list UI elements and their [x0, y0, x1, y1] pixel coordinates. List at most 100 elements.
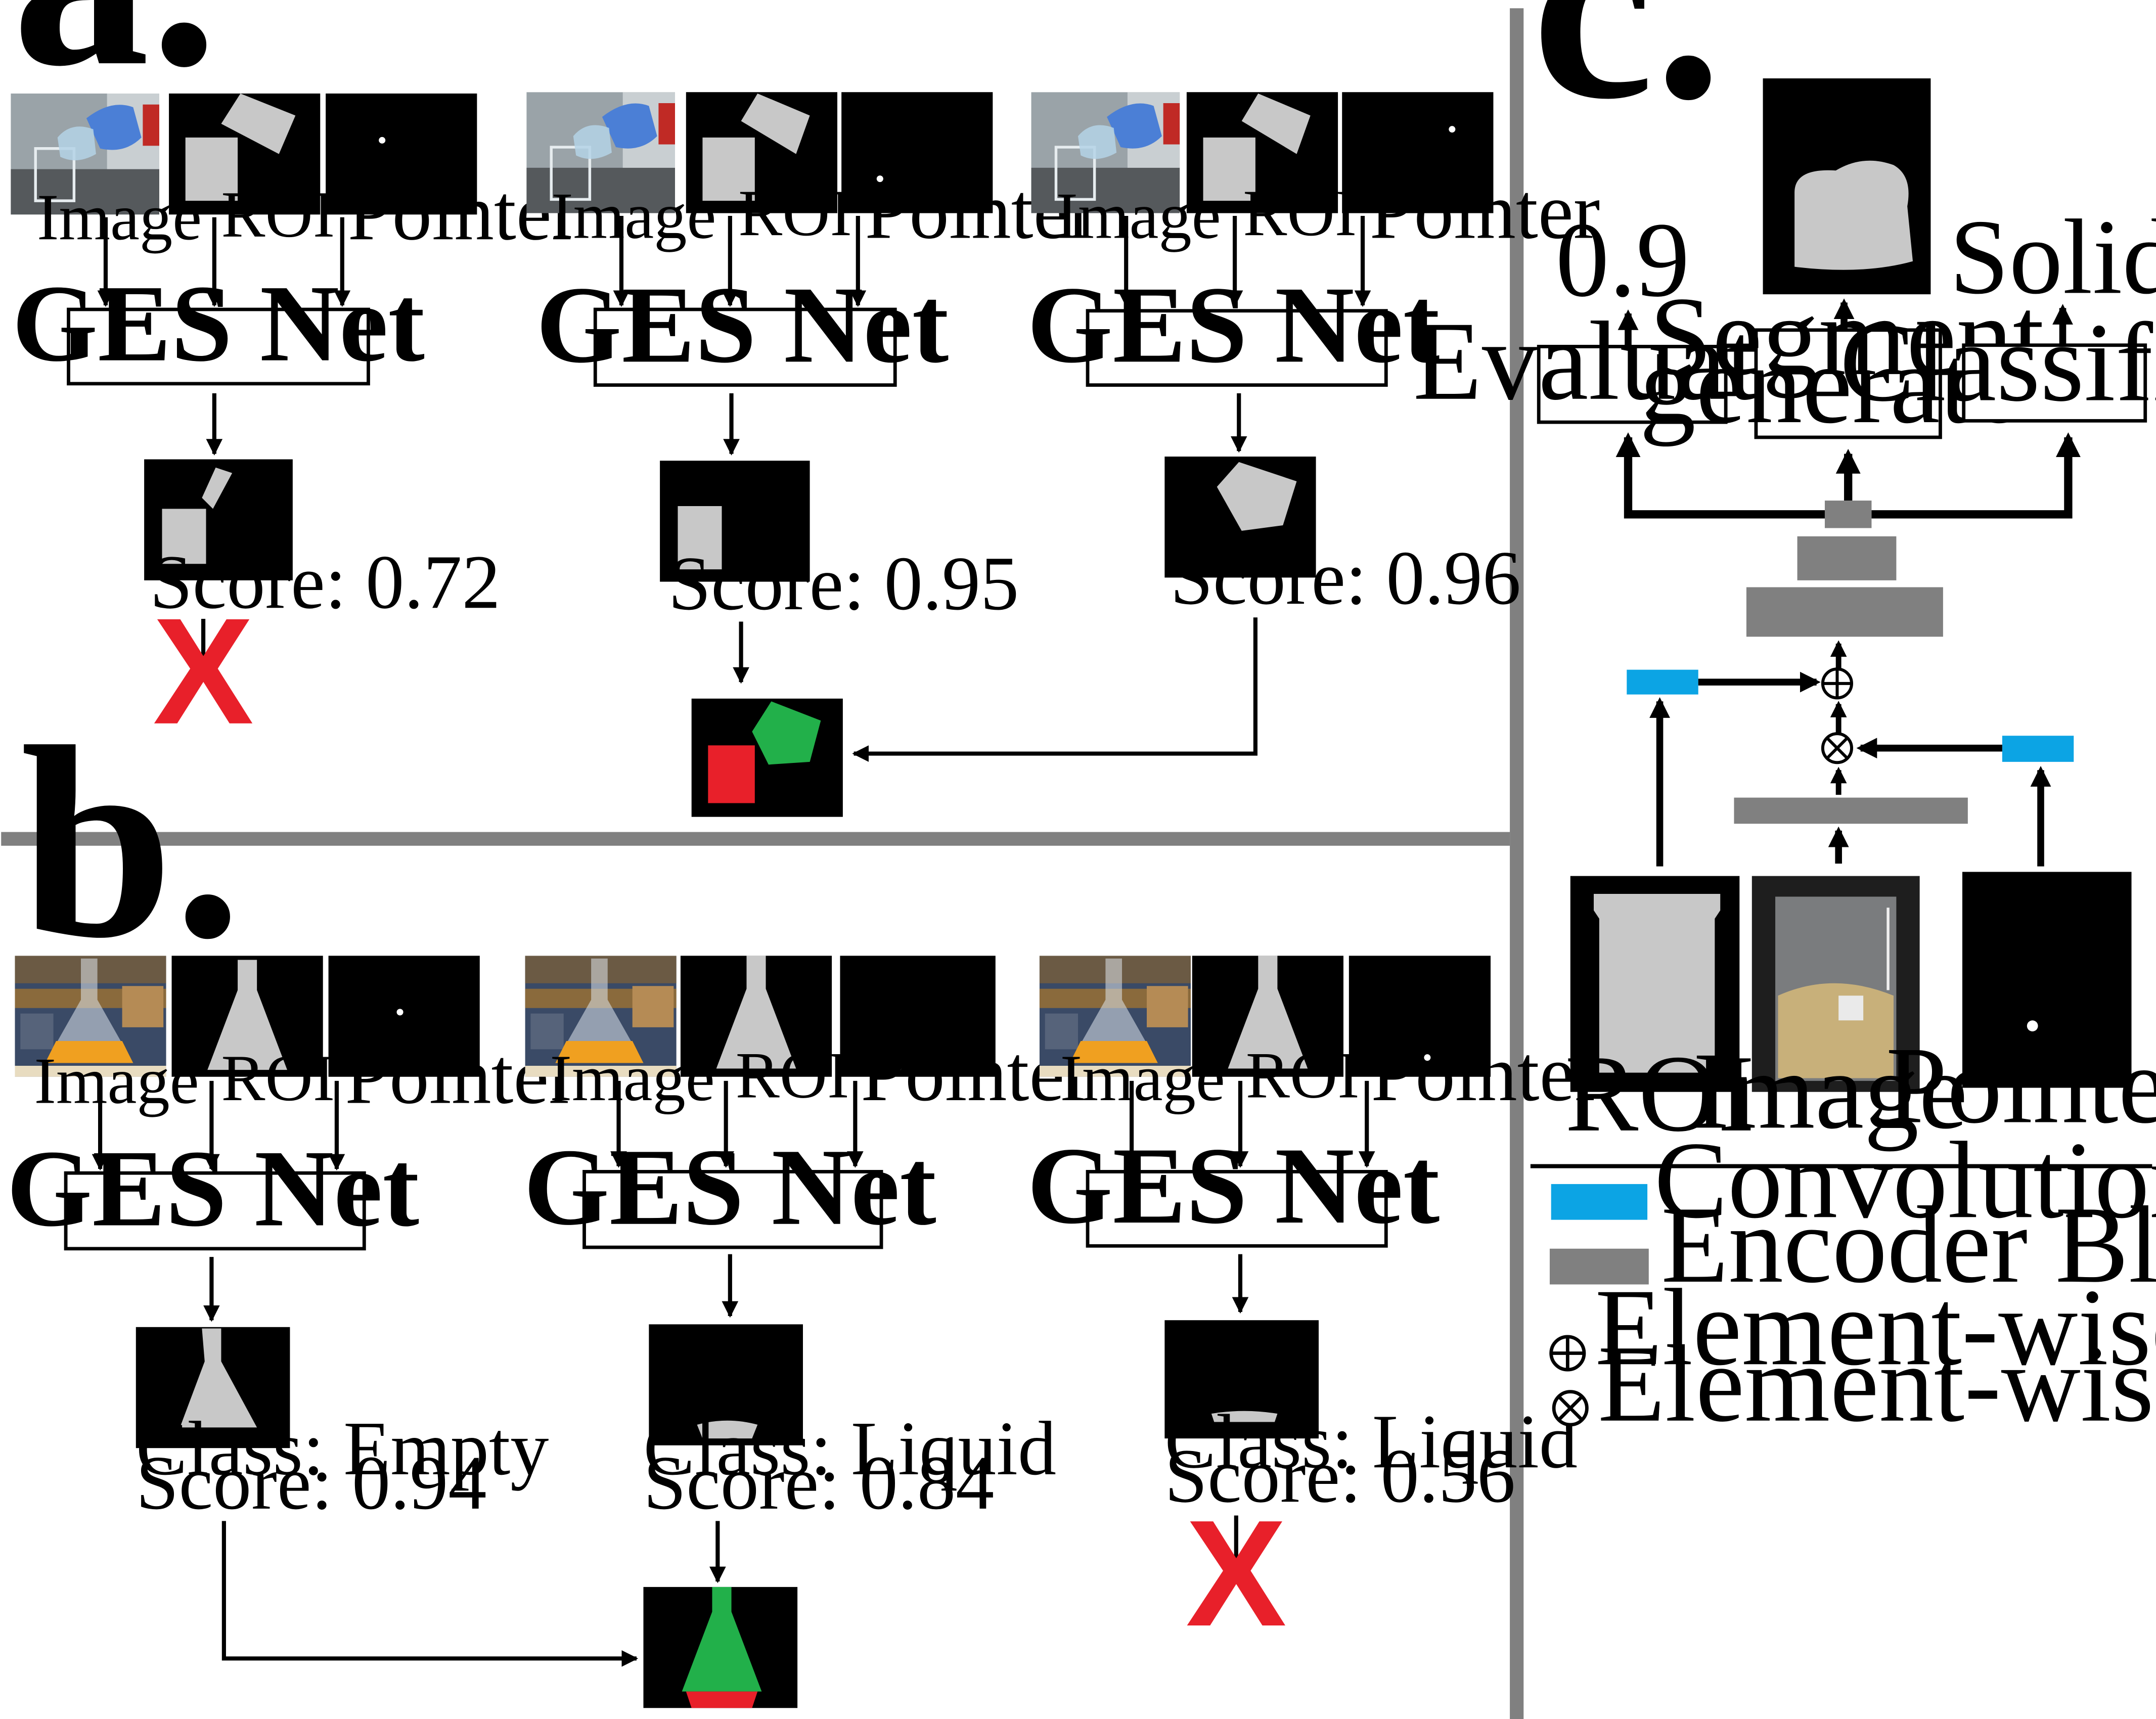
- output-segment-mask: [1164, 1320, 1319, 1439]
- pointer-input-label: Pointer: [1886, 1025, 2156, 1147]
- horizontal-divider: [1, 832, 1510, 846]
- output-segment-mask: [1164, 457, 1316, 578]
- ges-net-box: [1086, 309, 1388, 387]
- ges-net-label: GES Net: [524, 1126, 936, 1248]
- output-segment-mask: [136, 1327, 290, 1449]
- input-image-label: Image: [1060, 1042, 1225, 1115]
- input-pointer-map: [841, 92, 993, 213]
- input-roi-mask: [1186, 92, 1338, 213]
- input-roi-mask: [171, 956, 323, 1077]
- legend-addition-label: Element-wise addition: [1595, 1266, 2156, 1388]
- ges-net-box: [1086, 1170, 1388, 1248]
- encoder-block-bottom: [1734, 797, 1968, 824]
- panel-b-column-1: Image ROI Pointer GES Net Class: Empty S…: [7, 956, 639, 1667]
- ges-net-box: [64, 1171, 366, 1251]
- output-segment-mask: [649, 1324, 803, 1445]
- output-score: Score: 0.72: [150, 539, 501, 624]
- panel-b-column-3: Image ROI Pointer GES Net Class: Liquid …: [1027, 956, 1601, 1658]
- reject-mark: X: [153, 587, 254, 756]
- panel-b-letter: b.: [20, 690, 242, 995]
- encoder-block-middle: [1746, 587, 1943, 637]
- addition-operator-icon: [1821, 667, 1853, 700]
- input-image-label: Image: [34, 1045, 199, 1117]
- output-score: Score: 0.56: [1164, 1433, 1515, 1518]
- legend-multiplication-icon: [1552, 1390, 1589, 1427]
- classifier-label: Classifier: [1840, 300, 2156, 425]
- output-score: Score: 0.96: [1170, 535, 1521, 620]
- panel-c-letter: c.: [1532, 0, 1723, 156]
- input-roi-mask: [169, 93, 321, 215]
- panel-c: c. 0.9 Solid Evaluator Segment generator…: [1413, 0, 2156, 1445]
- input-image-photo: [1751, 876, 1920, 1092]
- panel-b-column-2: Image ROI Pointer GES Net Class: Liquid …: [524, 956, 1091, 1584]
- ges-net-label: GES Net: [1027, 1125, 1440, 1247]
- evaluator-box: [1537, 345, 1728, 424]
- input-roi-mask: [686, 92, 837, 213]
- input-pointer-map: [840, 956, 996, 1077]
- encoder-block-upper: [1797, 536, 1897, 580]
- panel-a-column-1: Image ROI Pointer GES Net Score: 0.72 X: [11, 94, 578, 756]
- ges-net-box: [67, 307, 370, 386]
- legend-convolution-label: Convolution Layer: [1654, 1119, 2156, 1241]
- output-class: Class: Liquid: [643, 1406, 1056, 1491]
- reject-mark: X: [1186, 1489, 1287, 1658]
- output-score: Score: 0.95: [668, 540, 1019, 626]
- input-image-label: Image: [37, 181, 202, 254]
- legend-convolution-swatch: [1551, 1184, 1648, 1220]
- input-image-label: Image: [1056, 180, 1221, 253]
- multiplication-operator-icon: [1821, 732, 1853, 764]
- output-score: Score: 0.84: [643, 1440, 994, 1525]
- output-segment-mask: [660, 461, 810, 582]
- input-pointer-label: Pointer: [1371, 1029, 1601, 1118]
- input-roi-label: ROI: [221, 178, 335, 251]
- output-segment-mask: [1763, 78, 1931, 295]
- ges-net-label: GES Net: [536, 264, 949, 386]
- input-roi-label: ROI: [738, 177, 852, 250]
- input-roi-label: ROI: [1243, 177, 1357, 250]
- classifier-box: [1962, 343, 2147, 423]
- ges-net-label: GES Net: [1027, 264, 1440, 386]
- input-roi-label: ROI: [221, 1042, 335, 1115]
- roi-convolution-layer: [1627, 669, 1698, 695]
- output-class: Class: Liquid: [1164, 1398, 1578, 1484]
- panel-b: b. Image ROI Pointer GES Net: [7, 690, 1601, 1708]
- ges-net-box: [593, 307, 897, 387]
- merged-segmentation-result: [643, 1587, 798, 1708]
- vertical-divider: [1510, 8, 1524, 1719]
- ges-net-label: GES Net: [12, 263, 425, 385]
- input-image-label: Image: [551, 180, 716, 253]
- ges-net-label: GES Net: [7, 1128, 419, 1250]
- output-class: Class: Empty: [136, 1406, 549, 1491]
- panel-a: a. Image ROI Pointer GES Net: [11, 0, 1600, 817]
- input-pointer-map: [1342, 92, 1494, 213]
- legend-multiplication-label: Element-wise multiplication: [1598, 1323, 2156, 1445]
- legend-encoder-label: Encoder Block: [1661, 1184, 2156, 1306]
- legend-addition-icon: [1549, 1335, 1586, 1372]
- input-pointer-map: [1962, 872, 2132, 1088]
- panel-a-column-2: Image ROI Pointer GES Net Score: 0.95: [526, 92, 1095, 684]
- encoder-to-classifier-connector: [1871, 432, 2081, 519]
- encoder-block-top: [1824, 501, 1872, 528]
- evaluator-output-value: 0.9: [1556, 200, 1690, 319]
- input-roi-mask: [1570, 876, 1740, 1092]
- panel-a-column-3: Image ROI Pointer GES Net Score: 0.96: [852, 92, 1600, 762]
- score-to-merge-arrow: [852, 617, 1257, 762]
- ges-net-box: [582, 1170, 883, 1249]
- output-score: Score: 0.94: [136, 1440, 487, 1525]
- input-roi-mask: [680, 956, 832, 1077]
- segment-generator-box: [1754, 328, 1942, 439]
- encoder-to-evaluator-connector: [1615, 432, 1825, 519]
- pointer-convolution-layer: [2002, 736, 2074, 762]
- input-image-label: Image: [550, 1042, 715, 1115]
- legend-encoder-swatch: [1549, 1248, 1649, 1285]
- image-input-label: Image: [1693, 1030, 1968, 1152]
- score-to-merge-arrow: [221, 1521, 639, 1667]
- legend: Convolution Layer Encoder Block Element-…: [1549, 1119, 2156, 1445]
- input-pointer-map: [326, 93, 477, 215]
- input-roi-label: ROI: [736, 1039, 849, 1112]
- input-pointer-map: [328, 956, 480, 1077]
- output-segment-mask: [144, 459, 293, 580]
- classifier-output-value: Solid: [1949, 197, 2156, 316]
- merged-segmentation-result: [691, 698, 843, 817]
